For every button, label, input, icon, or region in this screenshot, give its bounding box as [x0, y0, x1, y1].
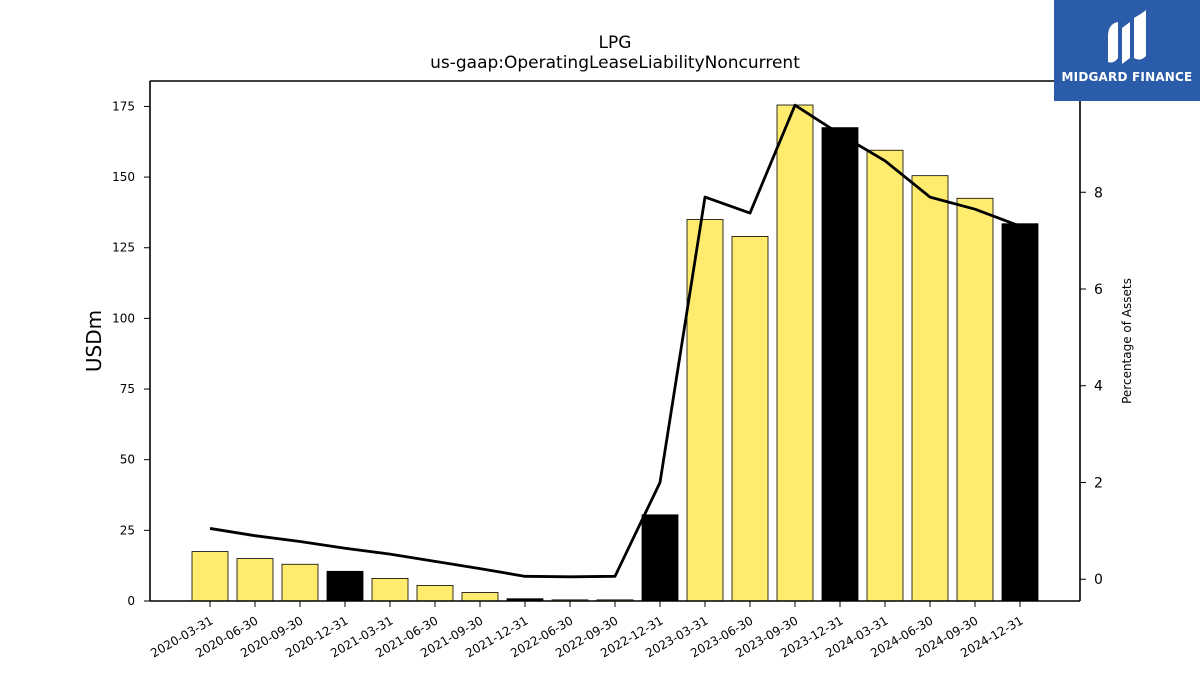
bar [461, 592, 499, 602]
y-axis-label: USDm [82, 310, 106, 372]
y2-tick-label: 6 [1094, 282, 1103, 298]
y-tick-label: 25 [120, 523, 135, 537]
chart-title: LPG [599, 33, 632, 53]
y2-tick-label: 0 [1094, 572, 1103, 588]
bar [416, 585, 454, 602]
y2-tick-label: 2 [1094, 475, 1103, 491]
percentage-line [209, 103, 1021, 579]
bar [191, 551, 229, 602]
plot-area: 025507510012515017502468102020-03-312020… [112, 80, 1112, 660]
bar [866, 149, 904, 602]
chart-subtitle: us-gaap:OperatingLeaseLiabilityNoncurren… [430, 53, 800, 73]
y-tick-label: 175 [112, 99, 135, 113]
y2-tick-label: 8 [1094, 185, 1103, 201]
bar [641, 514, 679, 602]
bar [236, 558, 274, 602]
bar [956, 197, 994, 602]
bar [1001, 223, 1039, 602]
y-tick-label: 50 [120, 453, 135, 467]
bar [911, 175, 949, 602]
y-tick-label: 125 [112, 241, 135, 255]
brand-logo: MIDGARD FINANCE [1054, 0, 1200, 101]
y-tick-label: 75 [120, 382, 135, 396]
bar [821, 127, 859, 602]
bar [371, 577, 409, 602]
logo-mark-icon [1108, 10, 1146, 64]
bar [776, 104, 814, 602]
y-tick-label: 100 [112, 311, 135, 325]
y-tick-label: 150 [112, 170, 135, 184]
bar [731, 236, 769, 602]
y2-axis-label: Percentage of Assets [1120, 278, 1134, 404]
bar [281, 563, 319, 602]
y-tick-label: 0 [127, 594, 135, 608]
bar [686, 219, 724, 602]
logo-text: MIDGARD FINANCE [1061, 70, 1193, 84]
bar [326, 570, 364, 602]
y2-tick-label: 4 [1094, 379, 1103, 395]
